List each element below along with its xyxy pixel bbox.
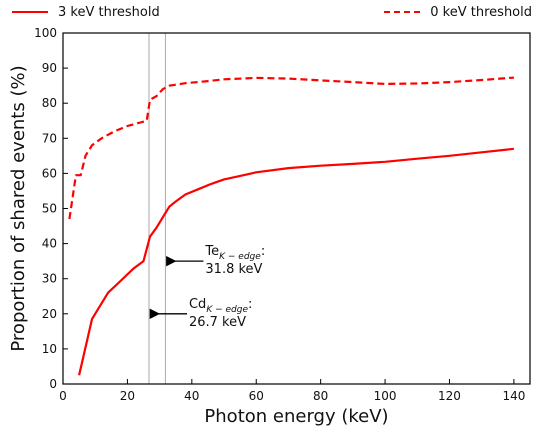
x-tick-label-0: 0 [59,389,67,403]
y-tick-label-0: 0 [49,377,57,391]
x-tick-label-120: 120 [438,389,461,403]
legend-swatch-dashed [384,11,421,13]
x-tick-label-100: 100 [374,389,397,403]
series-line-0 [78,147,515,376]
legend-entry-0kev: 0 keV threshold [384,2,532,22]
legend-swatch-solid [12,11,48,13]
annotation-label-cd: CdK − edge: [189,297,252,315]
legend-label-3kev: 3 keV threshold [58,4,160,20]
annotation-label-te: TeK − edge: [204,244,265,262]
legend-label-0kev: 0 keV threshold [430,4,532,20]
x-tick-label-20: 20 [120,389,135,403]
annotation-value-cd: 26.7 keV [189,315,246,330]
series-line-1 [68,76,514,220]
y-tick-label-70: 70 [42,131,57,145]
x-tick-label-60: 60 [249,389,264,403]
y-tick-label-60: 60 [42,166,57,180]
x-tick-label-140: 140 [502,389,525,403]
y-axis-title: Proportion of shared events (%) [8,65,29,351]
plot-frame [62,32,531,385]
annotation-value-te: 31.8 keV [205,262,262,277]
y-tick-label-40: 40 [42,237,57,251]
x-axis-title: Photon energy (keV) [204,406,388,427]
y-tick-label-20: 20 [42,307,57,321]
y-tick-label-100: 100 [34,26,57,40]
x-tick-label-40: 40 [184,389,199,403]
y-tick-label-10: 10 [42,342,57,356]
y-tick-label-90: 90 [42,61,57,75]
y-tick-label-50: 50 [42,202,57,216]
x-tick-label-80: 80 [313,389,328,403]
y-tick-label-80: 80 [42,96,57,110]
legend-entry-3kev: 3 keV threshold [12,2,160,22]
y-tick-label-30: 30 [42,272,57,286]
